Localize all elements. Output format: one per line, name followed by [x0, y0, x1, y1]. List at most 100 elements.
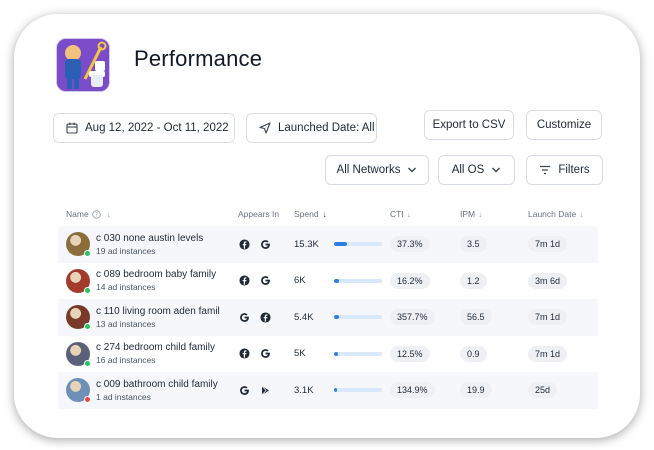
send-icon [259, 122, 271, 134]
facebook-icon [238, 238, 250, 250]
appears-in [234, 348, 290, 360]
creative-name: c 110 living room aden famil [96, 305, 220, 317]
google-icon [259, 238, 271, 250]
performance-card: Performance Aug 12, 2022 - Oct 11, 2022 … [14, 14, 640, 438]
ad-instances-count: 1 ad instances [96, 391, 151, 402]
spend-bar-fill [334, 351, 339, 356]
sort-arrow-icon: ↓ [406, 210, 411, 219]
networks-label: All Networks [336, 164, 401, 176]
date-range-button[interactable]: Aug 12, 2022 - Oct 11, 2022 [53, 113, 235, 143]
spend-bar-fill [334, 388, 337, 393]
performance-table: Name ? ↓ Appears In Spend ↓ CTI ↓ IPM ↓ La… [58, 202, 598, 409]
appears-in [234, 275, 290, 287]
launch-date-value: 3m 6d [528, 272, 568, 289]
appears-in [234, 311, 290, 323]
filters-label: Filters [558, 164, 590, 176]
creative-name: c 089 bedroom baby family [96, 269, 217, 281]
launch-date-value: 7m 1d [528, 236, 568, 253]
google-icon [259, 275, 271, 287]
spend-bar [334, 388, 382, 393]
column-header-appears-in: Appears In [238, 209, 280, 219]
spend-value: 6K [294, 275, 306, 287]
google-icon [238, 311, 250, 323]
google-play-icon [259, 384, 271, 396]
os-label: All OS [451, 164, 485, 176]
column-header-ipm[interactable]: IPM ↓ [460, 209, 483, 219]
spend-bar-fill [334, 315, 339, 320]
status-dot [84, 396, 91, 404]
creative-thumbnail [66, 341, 91, 367]
spend-value: 3.1K [294, 384, 314, 396]
customize-button[interactable]: Customize [526, 110, 602, 140]
networks-select[interactable]: All Networks [325, 155, 429, 185]
cti-value: 357.7% [390, 309, 435, 326]
filters-button[interactable]: Filters [526, 155, 603, 185]
page-title: Performance [134, 46, 263, 71]
launched-date-label: Launched Date: All [278, 122, 375, 134]
table-body: c 030 none austin levels 19 ad instances… [58, 226, 598, 409]
ad-instances-count: 14 ad instances [96, 282, 156, 293]
facebook-icon [259, 311, 271, 323]
launch-date-value: 7m 1d [528, 309, 568, 326]
spend-bar [334, 351, 382, 356]
ipm-value: 0.9 [460, 345, 487, 362]
creative-name: c 009 bathroom child family [96, 378, 218, 390]
creative-name: c 274 bedroom child family [96, 342, 215, 354]
creative-thumbnail [66, 305, 91, 331]
table-header: Name ? ↓ Appears In Spend ↓ CTI ↓ IPM ↓ La… [58, 202, 598, 226]
launch-date-value: 7m 1d [528, 345, 568, 362]
google-icon [259, 348, 271, 360]
spend-bar [334, 315, 382, 320]
chevron-down-icon [492, 167, 501, 173]
appears-in [234, 384, 290, 396]
app-icon [56, 38, 110, 92]
chevron-down-icon [408, 167, 417, 173]
svg-text:?: ? [95, 211, 98, 218]
facebook-icon [238, 348, 250, 360]
status-dot [84, 359, 91, 367]
creative-name: c 030 none austin levels [96, 232, 204, 244]
facebook-icon [238, 275, 250, 287]
google-icon [238, 384, 250, 396]
column-header-launch-date[interactable]: Launch Date ↓ [528, 209, 584, 219]
ipm-value: 3.5 [460, 236, 487, 253]
cti-value: 37.3% [390, 236, 430, 253]
export-csv-button[interactable]: Export to CSV [424, 110, 514, 140]
launched-date-button[interactable]: Launched Date: All [246, 113, 377, 143]
creative-thumbnail [66, 378, 91, 404]
spend-bar [334, 242, 382, 247]
table-row[interactable]: c 089 bedroom baby family 14 ad instance… [58, 263, 598, 300]
ipm-value: 19.9 [460, 382, 492, 399]
filter-icon [540, 165, 551, 175]
date-range-label: Aug 12, 2022 - Oct 11, 2022 [85, 122, 229, 134]
sort-arrow-icon: ↓ [106, 209, 111, 219]
ipm-value: 56.5 [460, 309, 492, 326]
table-row[interactable]: c 110 living room aden famil 13 ad insta… [58, 299, 598, 336]
appears-in [234, 238, 290, 250]
ipm-value: 1.2 [460, 272, 487, 289]
ad-instances-count: 19 ad instances [96, 245, 156, 256]
creative-thumbnail [66, 232, 91, 258]
spend-bar-fill [334, 242, 348, 247]
customize-label: Customize [536, 119, 592, 131]
status-dot [84, 250, 91, 258]
table-row[interactable]: c 274 bedroom child family 16 ad instanc… [58, 336, 598, 373]
calendar-icon [66, 122, 78, 134]
column-header-cti[interactable]: CTI ↓ [390, 209, 411, 219]
creative-thumbnail [66, 268, 91, 294]
spend-value: 15.3K [294, 238, 319, 250]
table-row[interactable]: c 030 none austin levels 19 ad instances… [58, 226, 598, 263]
os-select[interactable]: All OS [438, 155, 515, 185]
spend-bar-fill [334, 278, 340, 283]
cti-value: 134.9% [390, 382, 435, 399]
column-header-spend[interactable]: Spend ↓ [294, 209, 327, 219]
spend-value: 5.4K [294, 311, 314, 323]
table-row[interactable]: c 009 bathroom child family 1 ad instanc… [58, 372, 598, 409]
status-dot [84, 286, 91, 294]
cti-value: 12.5% [390, 345, 430, 362]
export-csv-label: Export to CSV [432, 119, 506, 131]
ad-instances-count: 13 ad instances [96, 318, 156, 329]
spend-bar [334, 278, 382, 283]
column-header-name[interactable]: Name ? ↓ [66, 209, 111, 219]
spend-value: 5K [294, 348, 306, 360]
